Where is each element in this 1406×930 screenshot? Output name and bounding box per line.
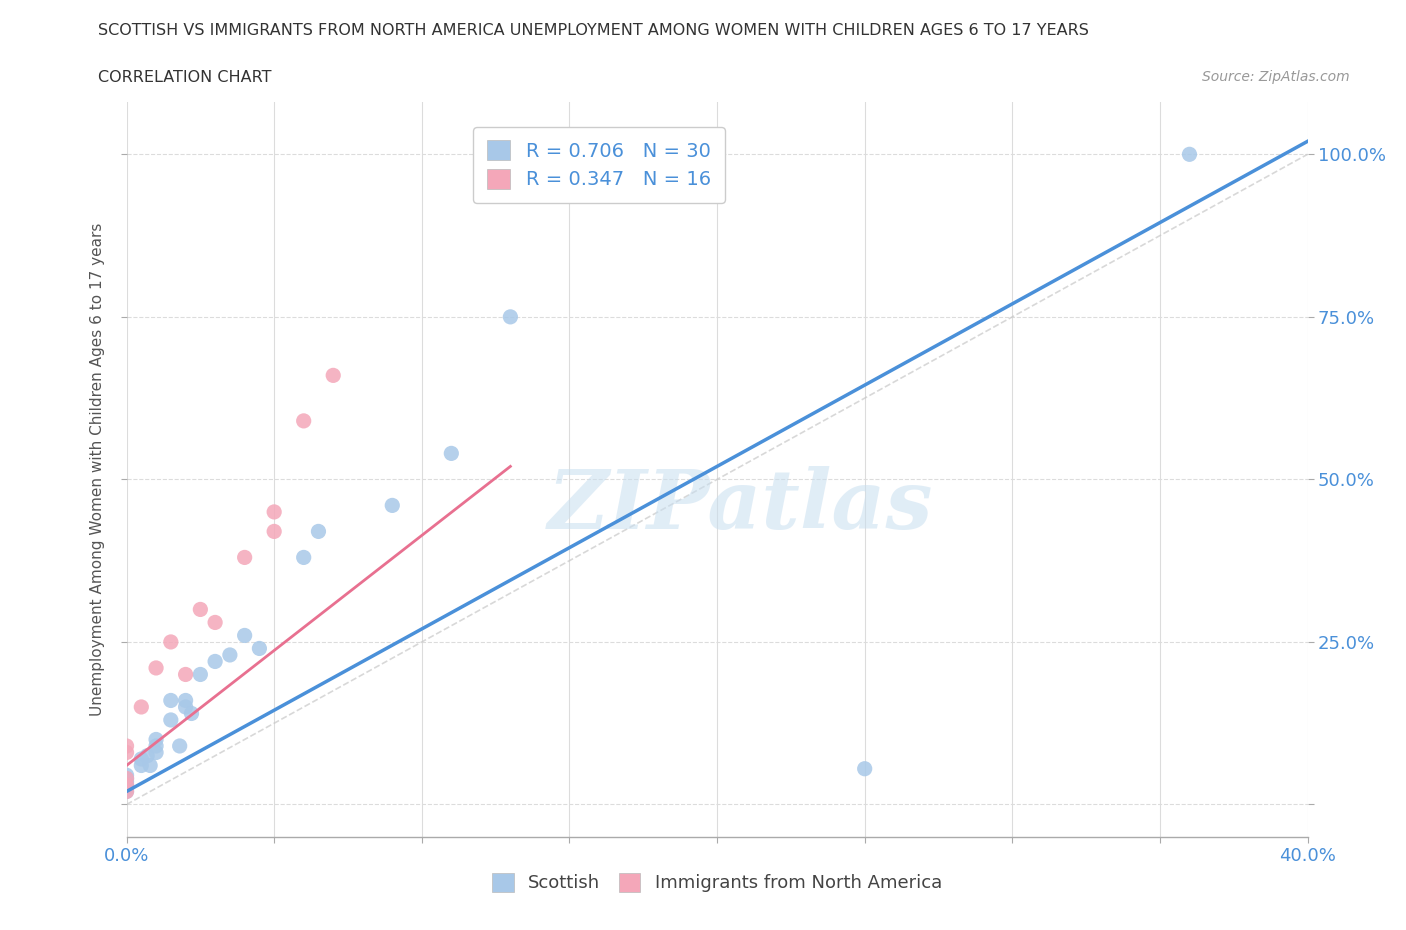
Point (115, 781, 138, 796)
Point (129, 699, 153, 714)
Point (115, 768, 138, 783)
Text: CORRELATION CHART: CORRELATION CHART (98, 70, 271, 85)
Point (145, 738, 167, 753)
Point (115, 745, 138, 760)
Point (499, 310, 522, 325)
Text: SCOTTISH VS IMMIGRANTS FROM NORTH AMERICA UNEMPLOYMENT AMONG WOMEN WITH CHILDREN: SCOTTISH VS IMMIGRANTS FROM NORTH AMERIC… (98, 23, 1090, 38)
Point (115, 775, 138, 790)
Point (129, 751, 153, 766)
Point (204, 615, 226, 630)
Point (139, 758, 162, 773)
Point (381, 498, 404, 512)
Point (188, 602, 212, 617)
Point (115, 777, 138, 792)
Y-axis label: Unemployment Among Women with Children Ages 6 to 17 years: Unemployment Among Women with Children A… (90, 223, 105, 716)
Point (174, 693, 197, 708)
Point (169, 738, 191, 753)
Point (160, 693, 183, 708)
Point (292, 414, 315, 429)
Point (160, 712, 183, 727)
Point (174, 667, 197, 682)
Text: ZIPatlas: ZIPatlas (548, 466, 934, 547)
Legend: Scottish, Immigrants from North America: Scottish, Immigrants from North America (484, 864, 950, 901)
Point (233, 628, 256, 643)
Point (115, 784, 138, 799)
Point (145, 660, 167, 675)
Point (145, 745, 167, 760)
Point (129, 758, 153, 773)
Point (115, 777, 138, 792)
Point (233, 550, 256, 565)
Point (136, 749, 159, 764)
Point (219, 647, 242, 662)
Point (180, 706, 202, 721)
Point (174, 699, 197, 714)
Text: Source: ZipAtlas.com: Source: ZipAtlas.com (1202, 70, 1350, 84)
Point (308, 524, 330, 538)
Point (115, 771, 138, 786)
Point (853, 762, 876, 777)
Point (322, 368, 344, 383)
Point (292, 550, 315, 565)
Point (160, 634, 183, 649)
Point (115, 771, 138, 786)
Point (263, 504, 285, 519)
Point (188, 667, 212, 682)
Point (145, 732, 167, 747)
Point (204, 654, 226, 669)
Point (249, 641, 271, 656)
Point (115, 738, 138, 753)
Point (263, 524, 285, 538)
Point (115, 784, 138, 799)
Point (1178, 147, 1201, 162)
Point (440, 446, 463, 461)
